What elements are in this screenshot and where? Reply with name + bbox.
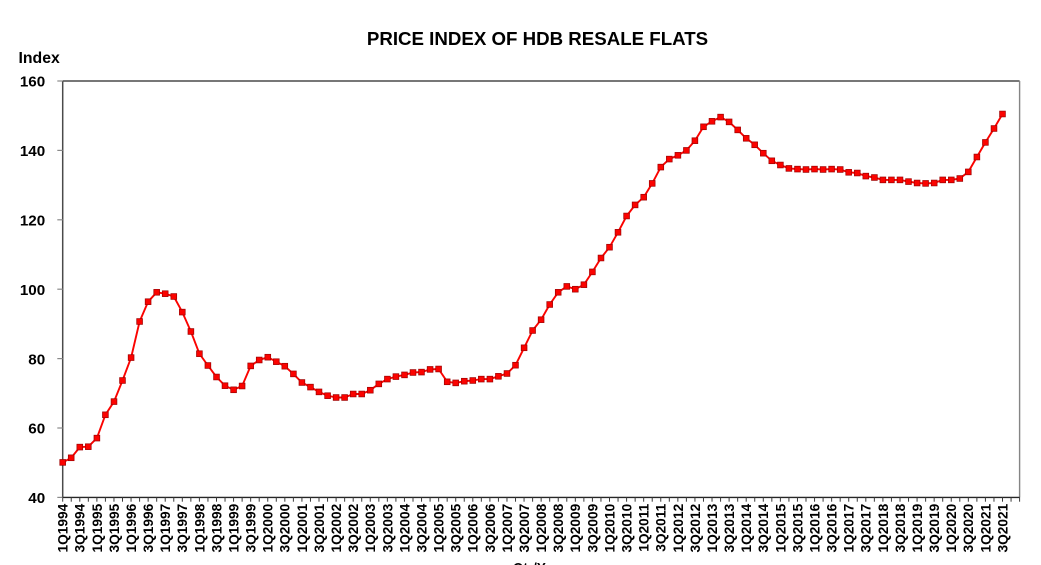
svg-text:1Q1994: 1Q1994 — [56, 503, 71, 552]
svg-text:3Q1998: 3Q1998 — [209, 503, 224, 552]
svg-text:1Q2020: 1Q2020 — [944, 503, 959, 552]
svg-text:1Q2011: 1Q2011 — [637, 503, 652, 551]
svg-text:3Q1994: 3Q1994 — [73, 503, 88, 552]
svg-text:3Q2014: 3Q2014 — [756, 503, 771, 552]
svg-text:3Q2002: 3Q2002 — [346, 503, 361, 552]
svg-text:1Q2019: 1Q2019 — [910, 503, 925, 552]
svg-text:1Q1996: 1Q1996 — [124, 503, 139, 552]
svg-text:1Q2008: 1Q2008 — [534, 503, 549, 552]
svg-text:Qtr/Yr: Qtr/Yr — [513, 561, 552, 565]
svg-text:1Q1999: 1Q1999 — [227, 503, 242, 552]
svg-text:80: 80 — [28, 351, 45, 368]
svg-text:1Q1998: 1Q1998 — [192, 503, 207, 552]
svg-text:3Q2009: 3Q2009 — [585, 503, 600, 552]
svg-text:3Q2013: 3Q2013 — [722, 503, 737, 552]
svg-text:140: 140 — [20, 143, 45, 160]
svg-text:60: 60 — [28, 421, 45, 438]
svg-text:3Q2016: 3Q2016 — [825, 503, 840, 552]
svg-text:3Q2015: 3Q2015 — [790, 503, 805, 552]
svg-text:3Q1997: 3Q1997 — [175, 503, 190, 552]
svg-text:3Q2004: 3Q2004 — [414, 503, 429, 552]
svg-text:1Q2009: 1Q2009 — [568, 503, 583, 552]
svg-text:1Q2012: 1Q2012 — [671, 503, 686, 552]
svg-text:3Q1996: 3Q1996 — [141, 503, 156, 552]
svg-text:3Q2019: 3Q2019 — [927, 503, 942, 552]
svg-text:1Q1997: 1Q1997 — [158, 503, 173, 552]
svg-text:3Q2021: 3Q2021 — [995, 503, 1010, 552]
svg-text:1Q2004: 1Q2004 — [397, 503, 412, 552]
svg-text:3Q2017: 3Q2017 — [859, 503, 874, 552]
svg-text:1Q2002: 1Q2002 — [329, 503, 344, 552]
svg-text:1Q2018: 1Q2018 — [876, 503, 891, 552]
svg-text:1Q2006: 1Q2006 — [466, 503, 481, 552]
svg-text:3Q1999: 3Q1999 — [244, 503, 259, 552]
svg-text:3Q2003: 3Q2003 — [380, 503, 395, 552]
svg-text:100: 100 — [20, 282, 45, 299]
svg-text:1Q2007: 1Q2007 — [500, 503, 515, 552]
svg-text:160: 160 — [20, 74, 45, 91]
svg-text:3Q2007: 3Q2007 — [517, 503, 532, 552]
svg-text:PRICE INDEX OF HDB RESALE FLAT: PRICE INDEX OF HDB RESALE FLATS — [367, 28, 708, 49]
svg-text:3Q2020: 3Q2020 — [961, 503, 976, 552]
svg-text:1Q2010: 1Q2010 — [602, 503, 617, 552]
svg-text:1Q2013: 1Q2013 — [705, 503, 720, 552]
svg-text:1Q2003: 1Q2003 — [363, 503, 378, 552]
svg-text:1Q2021: 1Q2021 — [978, 503, 993, 552]
svg-text:3Q2001: 3Q2001 — [312, 503, 327, 552]
svg-text:3Q2008: 3Q2008 — [551, 503, 566, 552]
svg-text:Index: Index — [19, 50, 60, 67]
svg-text:1Q2017: 1Q2017 — [842, 503, 857, 552]
svg-text:1Q1995: 1Q1995 — [90, 503, 105, 552]
svg-text:3Q2000: 3Q2000 — [278, 503, 293, 552]
svg-text:3Q2011: 3Q2011 — [654, 503, 669, 551]
svg-text:40: 40 — [28, 490, 45, 507]
svg-text:1Q2015: 1Q2015 — [773, 503, 788, 552]
svg-text:1Q2016: 1Q2016 — [807, 503, 822, 552]
svg-text:1Q2005: 1Q2005 — [432, 503, 447, 552]
svg-text:3Q2012: 3Q2012 — [688, 503, 703, 552]
svg-text:1Q2000: 1Q2000 — [261, 503, 276, 552]
svg-text:1Q2014: 1Q2014 — [739, 503, 754, 552]
svg-text:3Q2006: 3Q2006 — [483, 503, 498, 552]
svg-text:120: 120 — [20, 213, 45, 230]
svg-text:1Q2001: 1Q2001 — [295, 503, 310, 552]
svg-text:3Q2005: 3Q2005 — [449, 503, 464, 552]
svg-text:3Q2010: 3Q2010 — [620, 503, 635, 552]
svg-text:3Q1995: 3Q1995 — [107, 503, 122, 552]
svg-text:3Q2018: 3Q2018 — [893, 503, 908, 552]
